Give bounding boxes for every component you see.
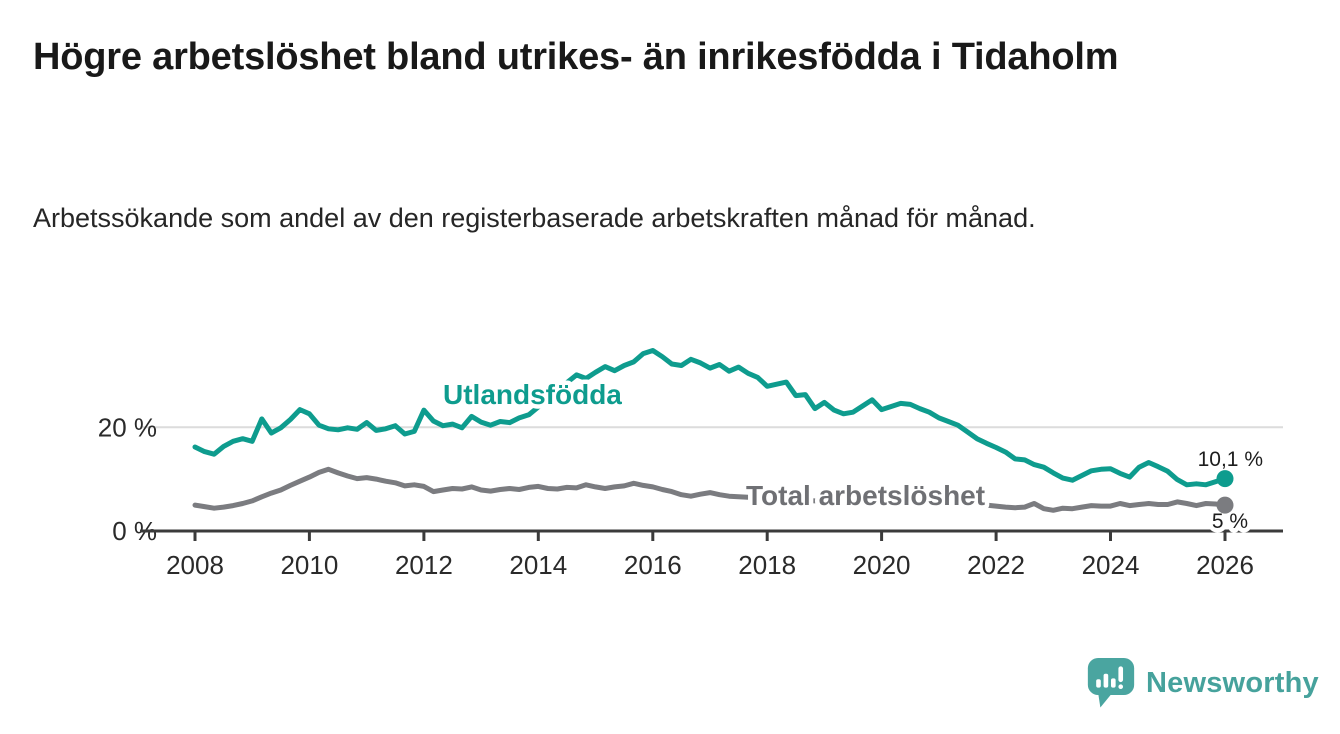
end-value-label-utlandsfodda: 10,1 % bbox=[1198, 448, 1263, 471]
x-axis-label-2026: 2026 bbox=[1196, 550, 1254, 580]
x-axis-label-2016: 2016 bbox=[624, 550, 682, 580]
logo-bubble-tail bbox=[1098, 692, 1113, 708]
series-line-utlandsfodda bbox=[192, 348, 1228, 488]
newsworthy-logo-icon bbox=[1087, 658, 1135, 708]
x-axis-label-2014: 2014 bbox=[509, 550, 567, 580]
series-label-total-arbetsloshet: Total arbetslöshet bbox=[746, 480, 985, 511]
series-end-dot-utlandsfodda bbox=[1216, 470, 1234, 488]
x-axis-label-2020: 2020 bbox=[853, 550, 911, 580]
series-label-utlandsfodda: Utlandsfödda bbox=[443, 379, 622, 410]
x-axis-label-2018: 2018 bbox=[738, 550, 796, 580]
newsworthy-logo: Newsworthy bbox=[1086, 656, 1319, 710]
logo-bar-3 bbox=[1111, 678, 1116, 688]
chart-subtitle: Arbetssökande som andel av den registerb… bbox=[33, 203, 1036, 233]
series-end-dot-total-arbetsloshet bbox=[1216, 496, 1234, 514]
x-axis-label-2024: 2024 bbox=[1082, 550, 1140, 580]
logo-bubble bbox=[1087, 658, 1135, 696]
logo-bar-2 bbox=[1103, 673, 1109, 688]
newsworthy-logo-text: Newsworthy bbox=[1146, 666, 1319, 699]
x-axis-label-2012: 2012 bbox=[395, 550, 453, 580]
logo-exclamation-dot bbox=[1118, 684, 1124, 690]
end-value-label-total-arbetsloshet: 5 % bbox=[1212, 510, 1248, 533]
logo-bar-1 bbox=[1096, 679, 1101, 688]
series-line-total-arbetsloshet bbox=[192, 466, 1228, 513]
logo-exclamation-bar bbox=[1118, 666, 1124, 683]
y-axis-label-20: 20 % bbox=[98, 412, 157, 442]
x-axis-label-2022: 2022 bbox=[967, 550, 1025, 580]
x-axis-label-2010: 2010 bbox=[280, 550, 338, 580]
x-axis-label-2008: 2008 bbox=[166, 550, 224, 580]
chart-title: Högre arbetslöshet bland utrikes- än inr… bbox=[33, 36, 1119, 78]
